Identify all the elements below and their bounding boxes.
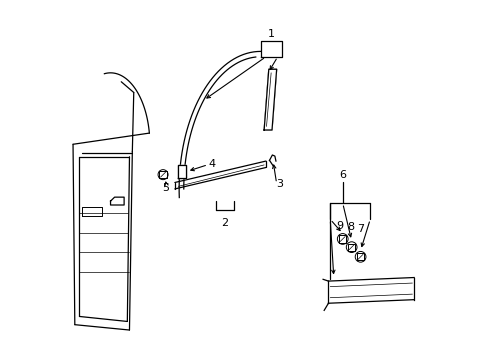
Text: 9: 9 bbox=[336, 221, 343, 231]
Polygon shape bbox=[178, 165, 186, 178]
Text: 8: 8 bbox=[346, 222, 354, 232]
Text: 6: 6 bbox=[339, 170, 346, 180]
Text: 4: 4 bbox=[208, 159, 216, 169]
Polygon shape bbox=[264, 69, 276, 130]
Text: 1: 1 bbox=[267, 29, 274, 39]
Text: 5: 5 bbox=[162, 183, 168, 193]
Text: 2: 2 bbox=[221, 217, 228, 228]
Text: 7: 7 bbox=[357, 224, 364, 234]
Text: 3: 3 bbox=[275, 179, 283, 189]
